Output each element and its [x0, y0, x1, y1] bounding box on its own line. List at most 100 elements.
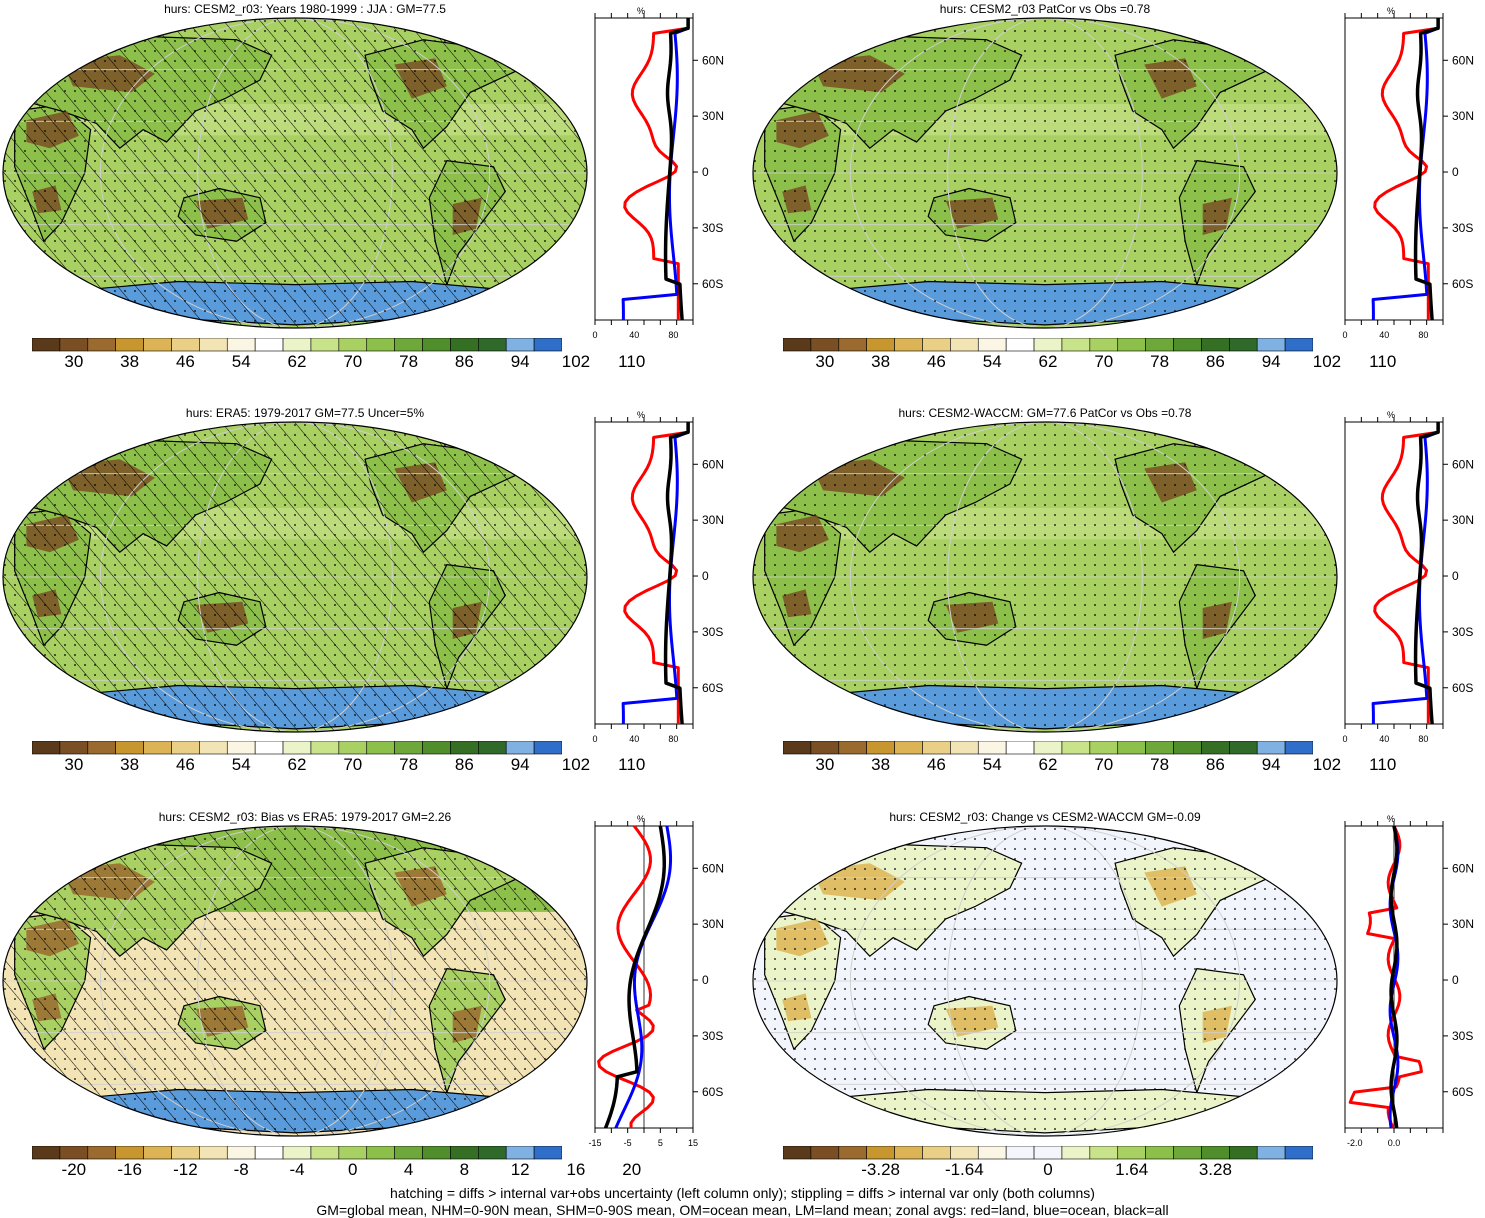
colorbar-tick-label: 38 [871, 352, 890, 372]
zonal-x-tick-label: 40 [1379, 734, 1389, 744]
colorbar-tick-label: 30 [815, 352, 834, 372]
zonal-lat-label: 60S [1452, 1085, 1473, 1099]
colorbar-swatch [311, 338, 339, 351]
colorbar-tick-label: 62 [1039, 755, 1058, 775]
colorbar-swatch [60, 338, 88, 351]
colorbar-swatch [1006, 1146, 1034, 1159]
colorbar-tick-label: 38 [120, 755, 139, 775]
zonal-lat-label: 60S [702, 277, 723, 291]
colorbar-swatch [478, 741, 506, 754]
zonal-lat-label: 30N [702, 109, 724, 123]
colorbar-swatch [867, 338, 895, 351]
colorbar-swatch [171, 338, 199, 351]
zonal-mean-plot: % 60N 30N 0 30S 60S 0 40 80 [585, 408, 705, 753]
colorbar-swatch [783, 338, 811, 351]
colorbar-tick-label: 12 [511, 1160, 530, 1180]
colorbar-swatch [395, 741, 423, 754]
colorbar-tick-label: 102 [562, 755, 590, 775]
colorbar-swatch [311, 741, 339, 754]
colorbar-swatch [1174, 1146, 1202, 1159]
colorbar-swatch [978, 1146, 1006, 1159]
colorbar-tick-label: 78 [399, 755, 418, 775]
colorbar-swatch [950, 338, 978, 351]
colorbar-swatch [367, 338, 395, 351]
colorbar-tick-label: 54 [983, 352, 1002, 372]
colorbar-swatch [88, 338, 116, 351]
colorbar-tick-label: 78 [399, 352, 418, 372]
colorbar-swatch [450, 338, 478, 351]
colorbar [32, 1146, 562, 1160]
zonal-lat-label: 60S [702, 681, 723, 695]
zonal-lat-label: 60N [702, 861, 724, 875]
colorbar-swatch [839, 1146, 867, 1159]
zonal-x-tick-label: 40 [629, 330, 639, 340]
colorbar [32, 338, 562, 352]
zonal-lat-label: 30S [702, 625, 723, 639]
colorbar-tick-label: 38 [871, 755, 890, 775]
zonal-lat-label: 30N [1452, 917, 1474, 931]
colorbar-swatch [199, 741, 227, 754]
colorbar-swatch [1090, 1146, 1118, 1159]
colorbar-tick-label: 86 [1206, 755, 1225, 775]
colorbar-tick-label: 102 [562, 352, 590, 372]
colorbar-swatch [423, 741, 451, 754]
colorbar-swatch [1062, 338, 1090, 351]
colorbar-swatch [922, 1146, 950, 1159]
colorbar-swatch [506, 338, 534, 351]
colorbar-tick-label: 54 [232, 755, 251, 775]
colorbar-labels: 30 38 46 54 62 70 78 86 94 102 110 [32, 755, 562, 777]
colorbar-swatch [367, 1146, 395, 1159]
colorbar-swatch [1285, 338, 1313, 351]
colorbar-swatch [395, 1146, 423, 1159]
colorbar-swatch [311, 1146, 339, 1159]
colorbar-swatch [867, 741, 895, 754]
zonal-lat-label: 30N [702, 513, 724, 527]
colorbar [783, 1146, 1313, 1160]
colorbar-tick-label: 46 [176, 352, 195, 372]
zonal-lat-label: 60N [702, 457, 724, 471]
colorbar-tick-label: -8 [234, 1160, 249, 1180]
colorbar-tick-label: 94 [1262, 755, 1281, 775]
colorbar-tick-label: 38 [120, 352, 139, 372]
colorbar-tick-label: 16 [566, 1160, 585, 1180]
colorbar-swatch [811, 338, 839, 351]
colorbar-labels: 30 38 46 54 62 70 78 86 94 102 110 [783, 352, 1313, 374]
colorbar-swatch [1174, 741, 1202, 754]
zonal-lat-label: 60N [702, 53, 724, 67]
colorbar-swatch [32, 741, 60, 754]
colorbar-swatch [1090, 338, 1118, 351]
colorbar-swatch [255, 741, 283, 754]
colorbar-tick-label: 62 [288, 755, 307, 775]
colorbar-swatch [950, 741, 978, 754]
colorbar-tick-label: 54 [232, 352, 251, 372]
colorbar-swatch [423, 338, 451, 351]
colorbar-swatch [1006, 338, 1034, 351]
zonal-lat-label: 30S [1452, 1029, 1473, 1043]
zonal-line-land [1375, 422, 1438, 724]
zonal-lat-label: 30S [702, 221, 723, 235]
colorbar-swatch [450, 741, 478, 754]
colorbar-swatch [227, 741, 255, 754]
colorbar-tick-label: 1.64 [1115, 1160, 1148, 1180]
colorbar-swatch [199, 338, 227, 351]
colorbar-swatch [506, 741, 534, 754]
colorbar-tick-label: 86 [455, 755, 474, 775]
colorbar-labels: -20 -16 -12 -8 -4 0 4 8 12 16 20 [32, 1160, 562, 1182]
zonal-lat-label: 60S [1452, 277, 1473, 291]
colorbar [783, 741, 1313, 755]
colorbar-tick-label: 94 [1262, 352, 1281, 372]
colorbar-tick-label: 46 [927, 352, 946, 372]
zonal-lat-label: 60N [1452, 861, 1474, 875]
zonal-x-tick-label: 0 [1342, 734, 1347, 744]
colorbar-swatch [1118, 338, 1146, 351]
zonal-x-tick-label: 0 [1342, 330, 1347, 340]
zonal-line-land [599, 826, 654, 1128]
colorbar-tick-label: 102 [1313, 755, 1341, 775]
colorbar-swatch [811, 1146, 839, 1159]
zonal-mean-plot: % 60N 30N 0 30S 60S 0 40 80 [1335, 4, 1455, 349]
colorbar-swatch [1034, 741, 1062, 754]
colorbar-swatch [144, 1146, 172, 1159]
colorbar-tick-label: 110 [618, 352, 645, 372]
colorbar-tick-label: 110 [1369, 352, 1396, 372]
colorbar-tick-label: 86 [1206, 352, 1225, 372]
